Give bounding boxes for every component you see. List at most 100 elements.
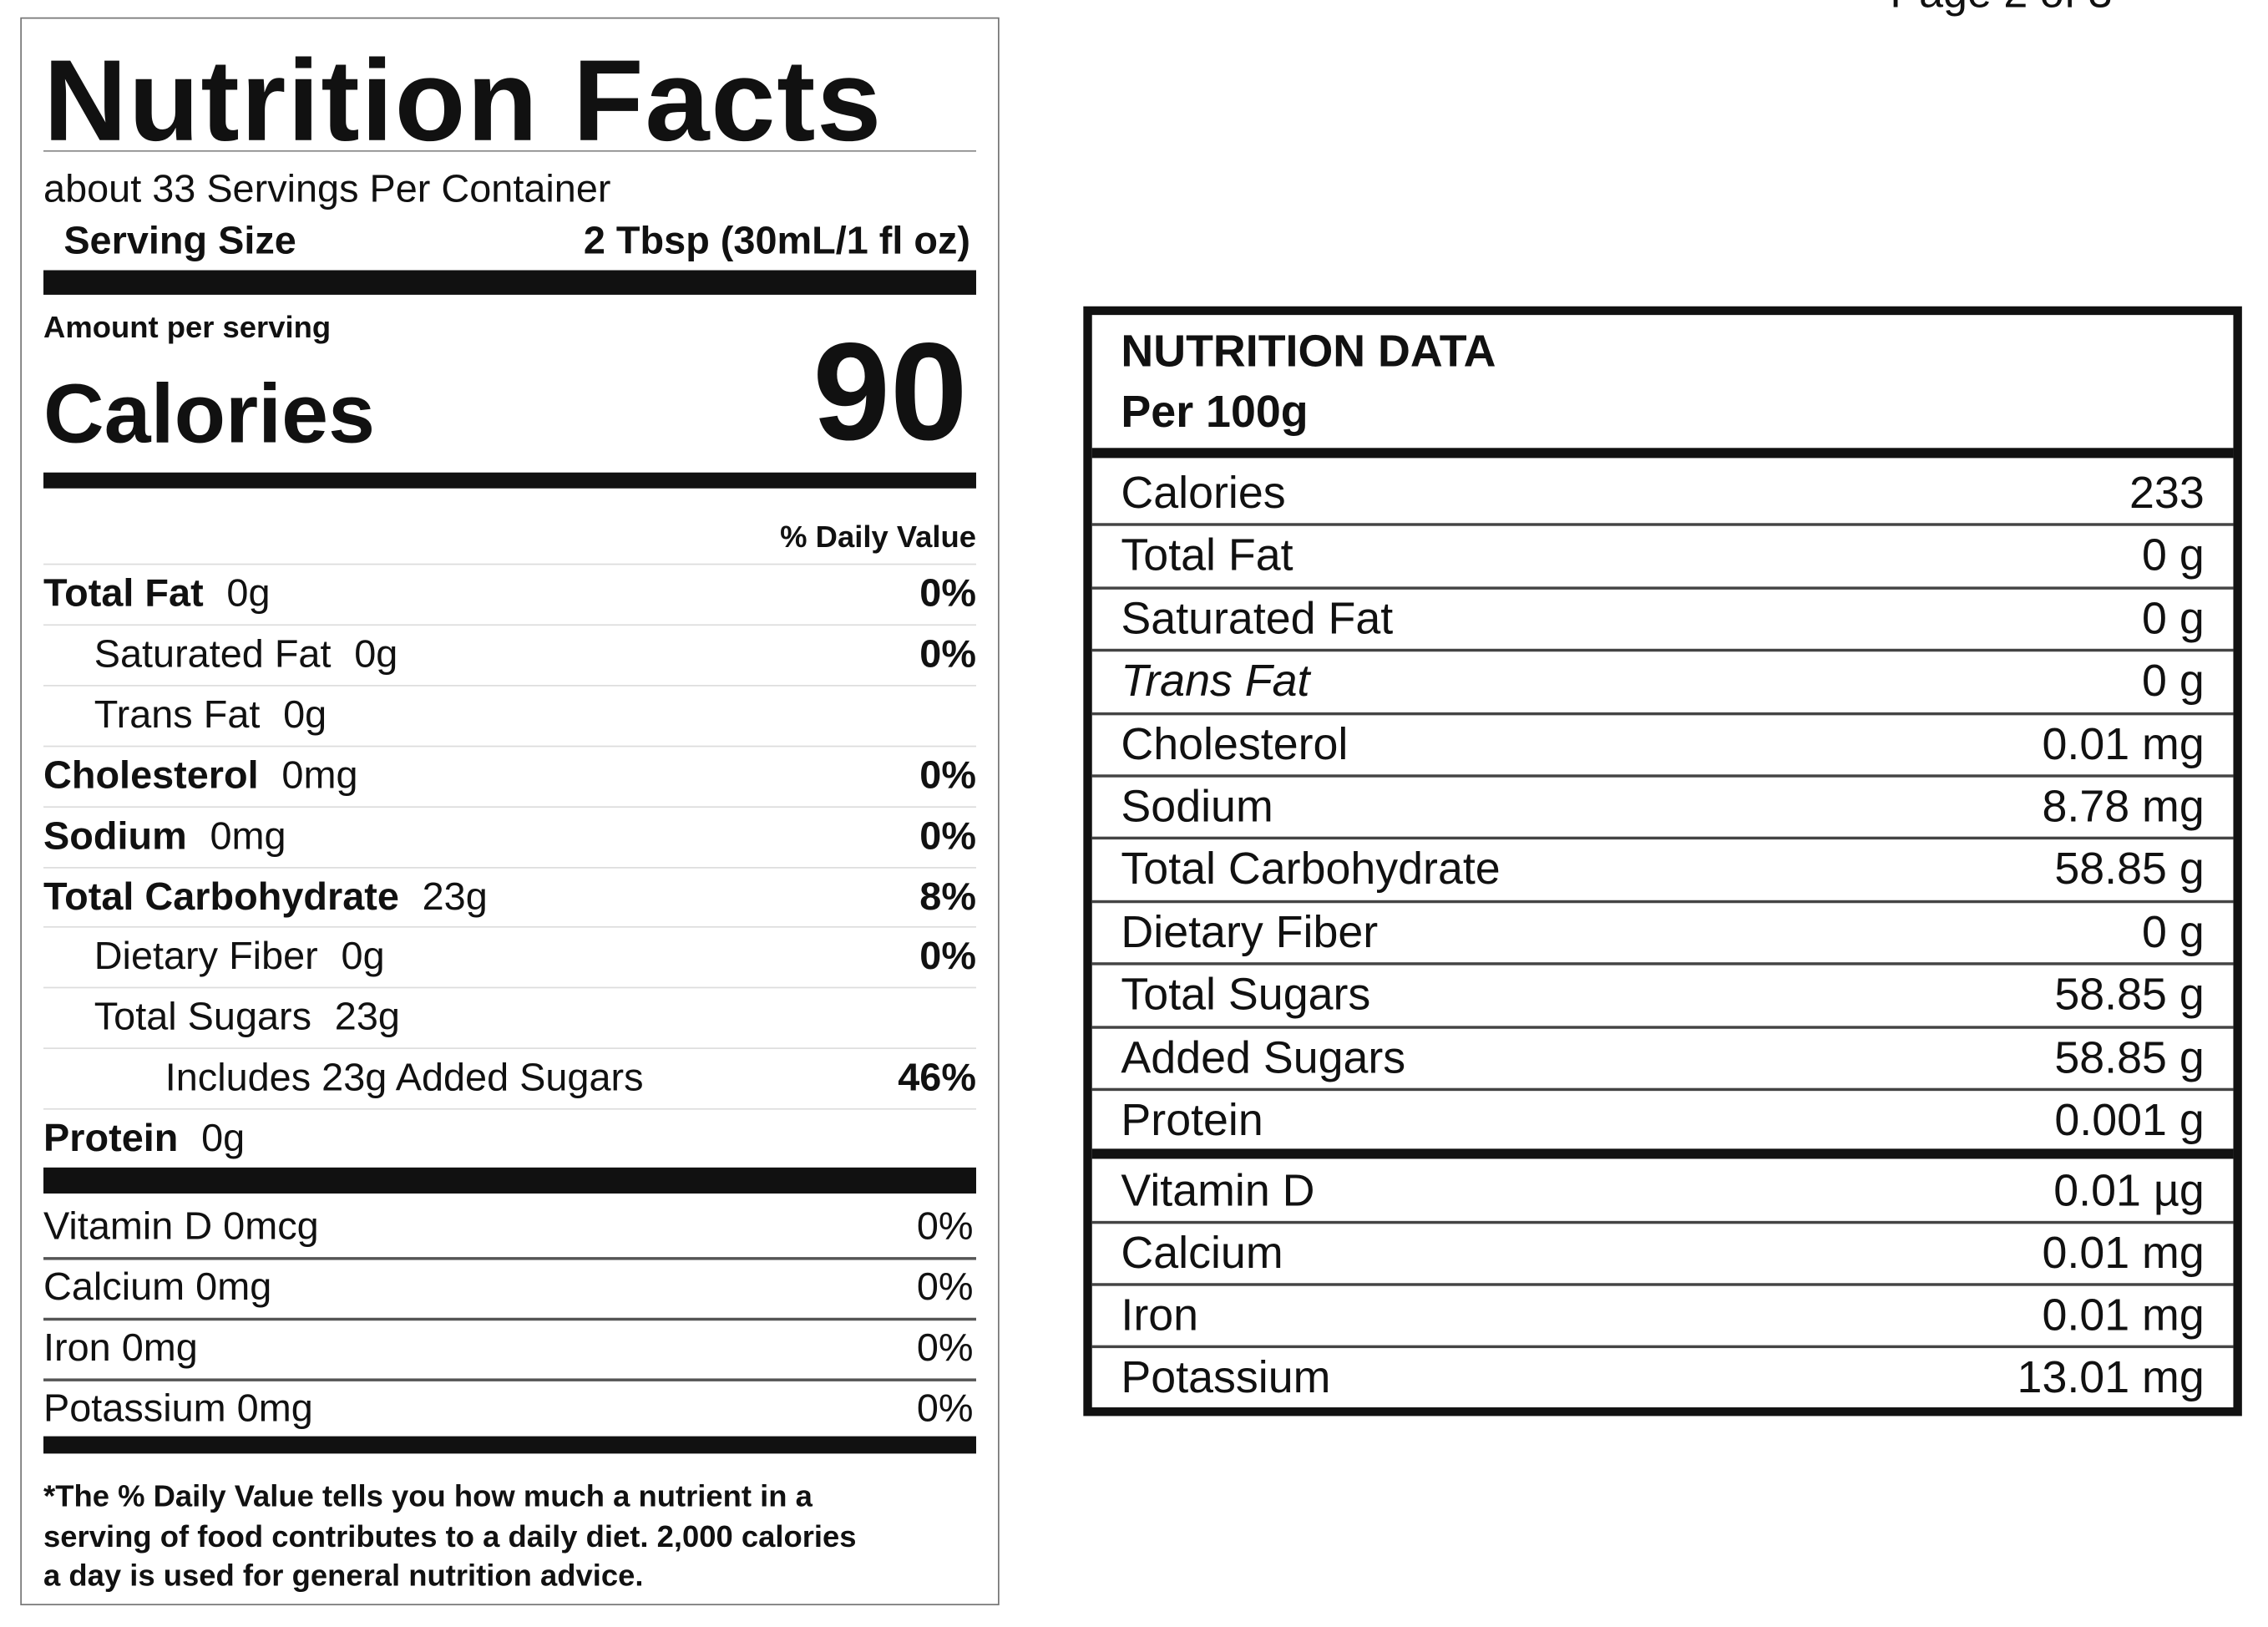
table-row-rule bbox=[1091, 900, 2234, 903]
table-row-name: Sodium bbox=[1121, 781, 1273, 832]
table-row-value: 0.001 g bbox=[2054, 1094, 2205, 1146]
row-rule bbox=[43, 624, 976, 626]
table-border bbox=[1083, 306, 2242, 1417]
row-rule bbox=[43, 1317, 976, 1321]
nutrient-name: Total Carbohydrate bbox=[43, 874, 399, 918]
table-row-value: 58.85 g bbox=[2054, 969, 2205, 1020]
table-row-rule bbox=[1091, 1345, 2234, 1349]
nutrient-name: Total Sugars bbox=[94, 995, 312, 1039]
table-row-name: Trans Fat bbox=[1121, 655, 1310, 707]
amount-per-serving: Amount per serving bbox=[43, 311, 332, 345]
nutrient-name: Cholesterol bbox=[43, 753, 259, 797]
nutrient-name: Dietary Fiber bbox=[94, 935, 318, 979]
nutrient-name: Sodium bbox=[43, 814, 187, 858]
footnote-line: a day is used for general nutrition advi… bbox=[43, 1559, 644, 1594]
table-subtitle: Per 100g bbox=[1121, 386, 1309, 438]
nutrient-amount: 0g bbox=[201, 1116, 246, 1160]
table-row-rule bbox=[1091, 1220, 2234, 1224]
nutrient-name: Protein bbox=[43, 1116, 179, 1160]
row-rule bbox=[43, 987, 976, 989]
table-row-name: Protein bbox=[1121, 1094, 1263, 1146]
table-row-value: 0 g bbox=[2141, 592, 2205, 644]
table-row-name: Calories bbox=[1121, 467, 1286, 519]
row-rule bbox=[43, 1047, 976, 1050]
vitamin-name: Calcium 0mg bbox=[43, 1265, 272, 1309]
table-row-value: 0 g bbox=[2141, 906, 2205, 957]
table-row-rule bbox=[1091, 1087, 2234, 1092]
row-rule bbox=[43, 1257, 976, 1260]
vitamin-name: Vitamin D 0mcg bbox=[43, 1204, 319, 1248]
thick-bar bbox=[43, 270, 976, 295]
row-rule bbox=[43, 805, 976, 808]
table-row-value: 0.01 mg bbox=[2042, 1227, 2205, 1279]
vitamin-name: Potassium 0mg bbox=[43, 1386, 313, 1430]
table-row-value: 0.01 mg bbox=[2042, 1290, 2205, 1341]
servings: about 33 Servings Per Container bbox=[43, 166, 611, 210]
row-rule bbox=[43, 926, 976, 929]
table-row-value: 0 g bbox=[2141, 530, 2205, 581]
table-row-value: 58.85 g bbox=[2054, 844, 2205, 895]
daily-value: 0% bbox=[919, 753, 976, 797]
nutrient-row: Includes 23g Added Sugars bbox=[165, 1058, 644, 1098]
footnote-line: serving of food contributes to a daily d… bbox=[43, 1519, 857, 1554]
calories-label: Calories bbox=[43, 367, 376, 461]
row-rule bbox=[43, 866, 976, 868]
nutrient-row: Sodium 0mg bbox=[43, 814, 286, 858]
table-row-name: Dietary Fiber bbox=[1121, 906, 1379, 957]
table-row-value: 58.85 g bbox=[2054, 1031, 2205, 1082]
daily-value: 0% bbox=[919, 631, 976, 676]
table-row-name: Total Fat bbox=[1121, 530, 1293, 581]
label-border bbox=[20, 17, 1000, 1606]
table-row-rule bbox=[1091, 962, 2234, 966]
daily-value: 46% bbox=[898, 1056, 976, 1099]
vitamin-dv: 0% bbox=[916, 1265, 974, 1309]
table-row-value: 0.01 µg bbox=[2053, 1165, 2205, 1216]
table-row-name: Added Sugars bbox=[1121, 1031, 1406, 1082]
table-row-value: 0.01 mg bbox=[2042, 717, 2205, 769]
thick-bar bbox=[43, 1167, 976, 1194]
daily-value: 0% bbox=[919, 935, 976, 979]
nutrient-row: Saturated Fat 0g bbox=[94, 631, 398, 676]
table-row-rule bbox=[1091, 523, 2234, 527]
nutrient-row: Total Fat 0g bbox=[43, 574, 271, 614]
table-thick-rule bbox=[1091, 1148, 2234, 1159]
table-row-rule bbox=[1091, 712, 2234, 715]
table-row-name: Potassium bbox=[1121, 1351, 1331, 1402]
nutrient-amount: 23g bbox=[334, 995, 400, 1039]
serving-size-label: Serving Size bbox=[63, 219, 296, 262]
table-thick-rule bbox=[1091, 448, 2234, 459]
nutrient-row: Total Sugars 23g bbox=[94, 995, 400, 1039]
nutrient-row: Dietary Fiber 0g bbox=[94, 935, 385, 979]
daily-value: 0% bbox=[919, 814, 976, 858]
nutrient-row: Protein 0g bbox=[43, 1116, 246, 1160]
nutrient-name: Saturated Fat bbox=[94, 631, 332, 676]
table-row-rule bbox=[1091, 774, 2234, 778]
table-title: NUTRITION DATA bbox=[1121, 326, 1496, 377]
nutrient-amount: 0g bbox=[226, 571, 271, 616]
nutrient-name: Trans Fat bbox=[94, 692, 261, 737]
nutrient-amount: 0mg bbox=[281, 753, 358, 797]
nutrient-amount: 0mg bbox=[210, 814, 286, 858]
table-row-rule bbox=[1091, 1025, 2234, 1029]
table-row-value: 8.78 mg bbox=[2042, 781, 2205, 832]
medium-bar bbox=[43, 472, 976, 489]
table-row-value: 233 bbox=[2129, 467, 2205, 519]
table-row-value: 13.01 mg bbox=[2017, 1351, 2205, 1402]
row-rule bbox=[43, 745, 976, 747]
table-row-name: Calcium bbox=[1121, 1227, 1283, 1279]
table-row-name: Cholesterol bbox=[1121, 717, 1349, 769]
table-row-name: Total Carbohydrate bbox=[1121, 844, 1501, 895]
nutrient-row: Total Carbohydrate 23g bbox=[43, 874, 488, 918]
row-rule bbox=[43, 563, 976, 565]
table-row-value: 0 g bbox=[2141, 655, 2205, 707]
calories-value: 90 bbox=[813, 315, 968, 470]
nutrient-row: Cholesterol 0mg bbox=[43, 753, 358, 797]
daily-value: 0% bbox=[919, 571, 976, 616]
nutrient-amount: 23g bbox=[422, 874, 488, 918]
row-rule bbox=[43, 1378, 976, 1381]
title-rule bbox=[43, 150, 976, 152]
daily-value: 8% bbox=[919, 874, 976, 918]
table-row-name: Iron bbox=[1121, 1290, 1199, 1341]
page-label: Page 2 of 3 bbox=[1890, 0, 2112, 16]
